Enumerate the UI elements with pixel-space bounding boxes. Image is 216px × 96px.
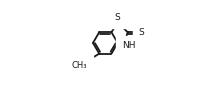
Text: NH: NH [122,41,136,50]
Text: S: S [115,13,121,22]
Text: CH₃: CH₃ [72,61,87,70]
Text: S: S [139,28,145,37]
